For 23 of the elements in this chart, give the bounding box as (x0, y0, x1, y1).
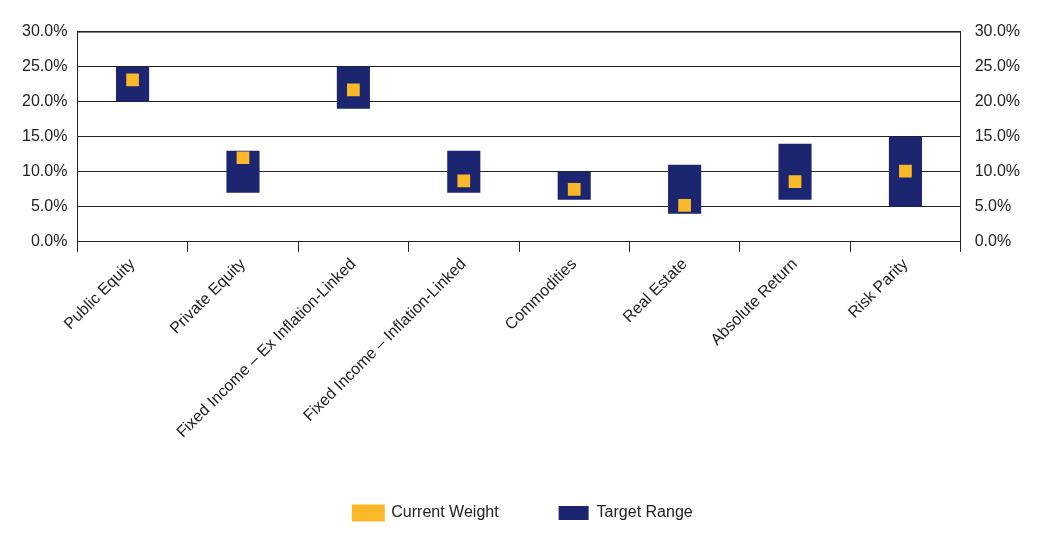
y2-tick-label: 10.0% (974, 162, 1021, 180)
y2-tick-label: 15.0% (974, 127, 1021, 145)
point (899, 164, 912, 178)
legend-label: Current Weight (391, 503, 500, 521)
y-tick-label: 15.0% (21, 127, 68, 145)
y2-tick-label: 5.0% (974, 197, 1012, 215)
y2-tick-label: 25.0% (974, 57, 1021, 75)
y-tick-label: 0.0% (30, 232, 68, 250)
bar (778, 143, 812, 200)
y-tick-label: 20.0% (21, 92, 68, 110)
y2-tick-label: 0.0% (974, 232, 1012, 250)
point (457, 174, 471, 188)
y-tick-label: 5.0% (30, 197, 68, 215)
y2-tick-label: 30.0% (974, 22, 1021, 40)
bar (888, 136, 922, 207)
point (678, 199, 691, 212)
y-tick-label: 30.0% (21, 22, 68, 40)
y2-tick-label: 20.0% (974, 92, 1021, 110)
point (788, 175, 802, 188)
legend-label: Target Range (596, 503, 693, 521)
y-tick-label: 25.0% (21, 57, 68, 75)
point (236, 151, 250, 165)
y-tick-label: 10.0% (21, 162, 68, 180)
